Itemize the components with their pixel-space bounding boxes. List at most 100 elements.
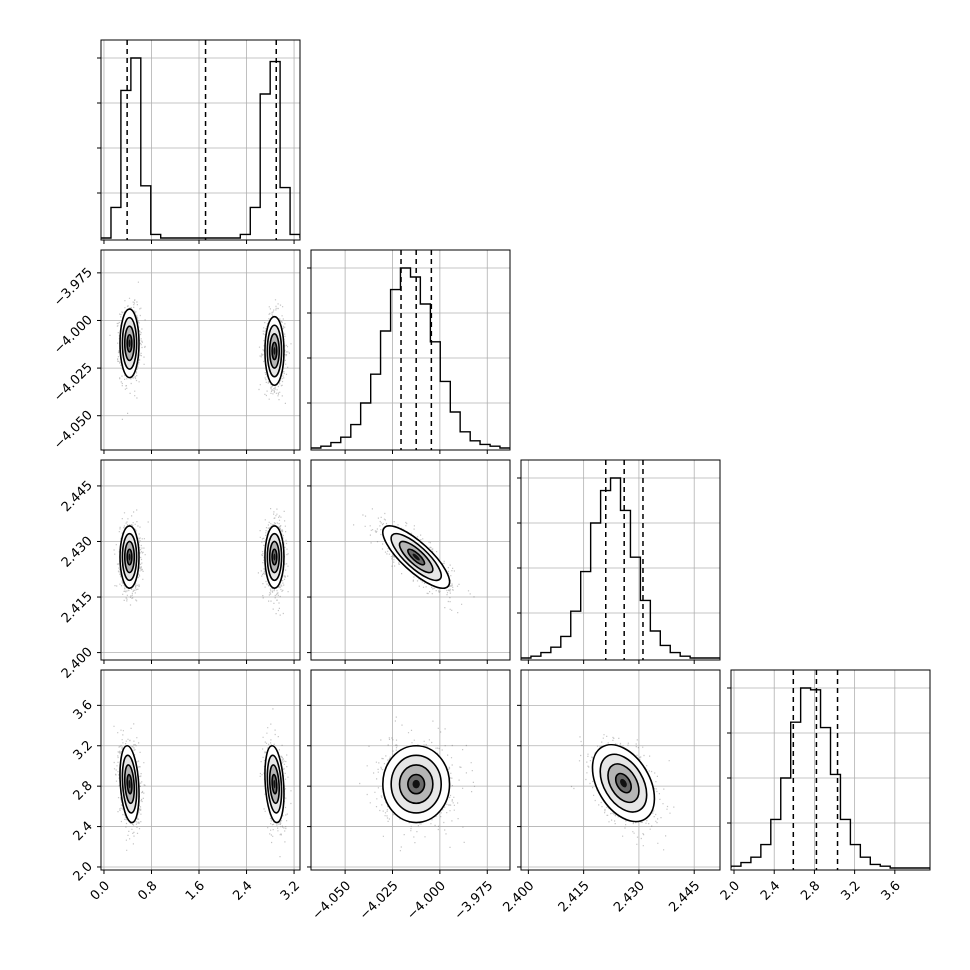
scatter-points xyxy=(353,508,475,614)
density-level xyxy=(273,553,276,561)
x-tick-label: 2.4 xyxy=(230,878,255,903)
contour-line xyxy=(271,341,278,361)
contour-line xyxy=(268,333,281,369)
contour-line xyxy=(398,764,434,805)
x-tick-label: 2.0 xyxy=(718,878,743,903)
contour-line xyxy=(121,754,138,814)
contour-line xyxy=(264,525,285,589)
contour-line xyxy=(599,753,648,813)
contour-line xyxy=(119,744,140,824)
density-level xyxy=(273,779,276,789)
x-tick-label: 0.8 xyxy=(135,878,160,903)
density-level xyxy=(128,779,131,789)
contour-line xyxy=(271,773,278,795)
panel-3-3 xyxy=(731,670,930,870)
panel-frame xyxy=(310,249,511,451)
panel-3-1 xyxy=(311,670,510,870)
panel-1-1 xyxy=(311,250,510,450)
panel-frame xyxy=(310,669,511,871)
panel-0-0 xyxy=(101,40,300,240)
y-tick-label: 2.4 xyxy=(71,819,96,844)
scatter-points xyxy=(257,508,289,616)
contour-line xyxy=(264,744,285,824)
density-level xyxy=(273,347,276,355)
panel-frame xyxy=(100,669,301,871)
panel-2-0 xyxy=(101,460,300,660)
y-tick-label: −3.975 xyxy=(51,265,96,310)
scatter-points xyxy=(359,716,476,852)
contour-line xyxy=(390,532,443,582)
panel-frame xyxy=(100,459,301,661)
x-tick-label: 1.6 xyxy=(183,878,208,903)
panel-frame xyxy=(100,249,301,451)
contour-line xyxy=(119,308,140,379)
histogram-1 xyxy=(311,267,510,449)
panel-2-2 xyxy=(521,460,720,660)
y-tick-label: 2.445 xyxy=(59,478,96,515)
contour-line xyxy=(407,773,426,795)
x-tick-label: −3.975 xyxy=(452,878,497,923)
contour-line xyxy=(271,548,278,566)
x-tick-label: 3.6 xyxy=(879,878,904,903)
contour-line xyxy=(266,532,283,582)
x-tick-label: 2.445 xyxy=(666,878,703,915)
contour-line xyxy=(126,333,133,353)
contour-line xyxy=(382,744,451,824)
histogram-3 xyxy=(731,687,930,869)
y-tick-label: 2.415 xyxy=(59,589,96,626)
panel-frame xyxy=(520,459,721,661)
contour-line xyxy=(407,548,426,566)
y-tick-label: 2.430 xyxy=(59,534,96,571)
density-level xyxy=(412,553,420,561)
density-level xyxy=(620,778,627,788)
panel-frame xyxy=(730,669,931,871)
histogram-2 xyxy=(521,477,720,659)
contour-line xyxy=(266,754,283,814)
contour-line xyxy=(123,540,136,574)
x-tick-label: 2.8 xyxy=(798,878,823,903)
panel-frame xyxy=(520,669,721,871)
contour-line xyxy=(119,525,140,589)
contour-line xyxy=(121,532,138,582)
x-tick-label: 2.400 xyxy=(500,878,537,915)
y-tick-label: 3.2 xyxy=(71,738,96,763)
panel-1-0 xyxy=(101,250,300,450)
x-tick-label: 2.4 xyxy=(758,878,783,903)
x-tick-label: 2.430 xyxy=(611,878,648,915)
x-tick-label: −4.050 xyxy=(310,878,355,923)
panel-frame xyxy=(100,39,301,241)
contour-line xyxy=(123,325,136,362)
y-tick-label: 3.6 xyxy=(71,698,96,723)
panel-3-2 xyxy=(521,670,720,870)
y-tick-label: −4.025 xyxy=(51,360,96,405)
contour-line xyxy=(121,316,138,370)
x-tick-label: −4.000 xyxy=(404,878,449,923)
contour-line xyxy=(607,763,640,804)
panel-frame xyxy=(310,459,511,661)
contour-line xyxy=(268,540,281,574)
density-level xyxy=(412,779,420,789)
x-tick-label: −4.025 xyxy=(357,878,402,923)
contour-line xyxy=(614,772,632,794)
contour-line xyxy=(390,754,443,814)
panel-2-1 xyxy=(311,460,510,660)
x-tick-label: 3.2 xyxy=(838,878,863,903)
panel-3-0 xyxy=(101,670,300,870)
density-level xyxy=(128,553,131,561)
x-tick-label: 0.0 xyxy=(88,878,113,903)
y-tick-label: 2.8 xyxy=(71,778,96,803)
y-tick-label: −4.000 xyxy=(51,313,96,358)
contour-line xyxy=(266,324,283,378)
contour-line xyxy=(126,773,133,795)
y-tick-label: 2.0 xyxy=(71,859,96,884)
contour-line xyxy=(123,764,136,805)
y-tick-label: −4.050 xyxy=(51,408,96,453)
y-tick-label: 2.400 xyxy=(59,645,96,682)
contour-line xyxy=(398,540,434,574)
contour-line xyxy=(126,548,133,566)
x-tick-label: 3.2 xyxy=(278,878,303,903)
contour-line xyxy=(382,525,451,589)
contour-line xyxy=(268,764,281,805)
contour-line xyxy=(591,743,656,823)
